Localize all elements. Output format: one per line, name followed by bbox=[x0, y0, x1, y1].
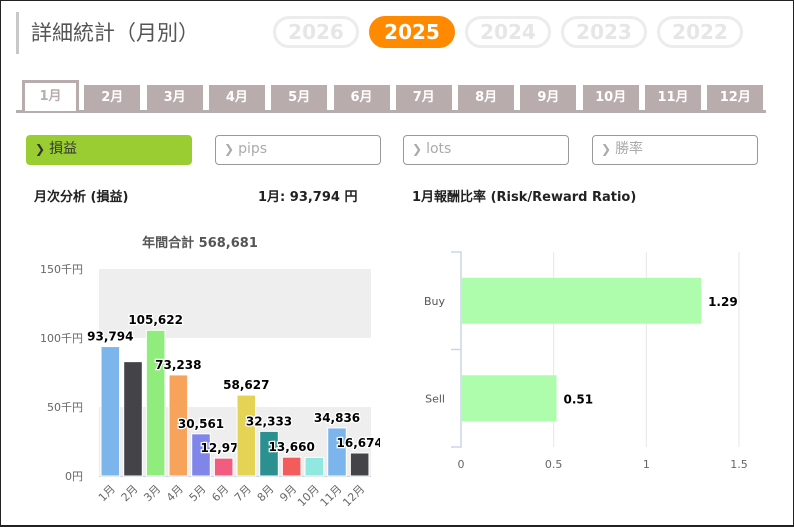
x-tick-label: 2月 bbox=[119, 482, 141, 504]
data-label: 30,561 bbox=[178, 417, 224, 431]
chevron-right-icon: ❯ bbox=[601, 142, 612, 156]
tab-month-1[interactable]: 1月 bbox=[22, 80, 79, 111]
y-tick-label: 0円 bbox=[65, 470, 83, 483]
tab-month-6[interactable]: 6月 bbox=[333, 85, 390, 110]
x-tick-label: 10月 bbox=[295, 482, 322, 509]
y-tick-label: 150千円 bbox=[40, 263, 83, 276]
x-tick-label: 1 bbox=[643, 458, 650, 471]
bar-12月 bbox=[349, 452, 370, 477]
x-tick-label: 11月 bbox=[318, 482, 345, 509]
metric-label: 損益 bbox=[49, 141, 78, 157]
data-label: 13,660 bbox=[269, 440, 315, 454]
chevron-right-icon: ❯ bbox=[224, 142, 235, 156]
data-label: 58,627 bbox=[223, 378, 269, 392]
bar-5月 bbox=[191, 433, 211, 477]
monthly-pl-chart: 年間合計 568,681 0円 50千円 100千円 150千円 1月 93,794 2月 3月… bbox=[40, 235, 380, 509]
bar-4月 bbox=[168, 374, 189, 477]
x-tick-label: 0.5 bbox=[545, 458, 563, 471]
year-button-2025[interactable]: 2025 bbox=[369, 16, 455, 48]
bar-8月 bbox=[259, 430, 279, 477]
year-selector: 2026 2025 2024 2023 2022 bbox=[273, 16, 743, 48]
bar-2月 bbox=[123, 361, 143, 477]
year-button-2024[interactable]: 2024 bbox=[465, 16, 551, 48]
year-button-2022[interactable]: 2022 bbox=[657, 16, 743, 48]
y-tick-label: 50千円 bbox=[47, 401, 83, 414]
metric-button-2[interactable]: ❯ lots bbox=[403, 135, 569, 165]
plot-band bbox=[99, 269, 371, 338]
bar-1月 bbox=[100, 346, 121, 477]
tab-month-5[interactable]: 5月 bbox=[271, 85, 328, 110]
tab-month-7[interactable]: 7月 bbox=[395, 85, 452, 110]
data-label: 93,794 bbox=[87, 330, 133, 344]
x-tick-label: 4月 bbox=[164, 482, 186, 504]
data-label: 12,970 bbox=[201, 441, 247, 455]
metric-label: pips bbox=[238, 141, 268, 157]
data-label: 105,622 bbox=[128, 313, 183, 327]
tab-month-4[interactable]: 4月 bbox=[208, 85, 265, 110]
data-label: 34,836 bbox=[314, 411, 360, 425]
tab-month-11[interactable]: 11月 bbox=[645, 85, 701, 110]
y-category-label: Sell bbox=[425, 392, 445, 405]
selected-month-summary: 1月: 93,794 円 bbox=[258, 190, 358, 205]
metric-button-3[interactable]: ❯ 勝率 bbox=[592, 135, 758, 165]
tab-month-9[interactable]: 9月 bbox=[520, 85, 577, 110]
plot-band bbox=[99, 407, 371, 476]
bar-9月 bbox=[281, 456, 302, 477]
y-category-label: Buy bbox=[424, 295, 446, 308]
y-axis-line bbox=[451, 251, 462, 448]
x-tick-label: 3月 bbox=[141, 482, 163, 504]
x-tick-label: 1月 bbox=[96, 482, 118, 504]
x-tick-label: 8月 bbox=[255, 482, 277, 504]
tab-month-8[interactable]: 8月 bbox=[458, 85, 515, 110]
bar-6月 bbox=[213, 457, 234, 477]
bar-Sell bbox=[462, 375, 557, 422]
tab-month-2[interactable]: 2月 bbox=[84, 85, 141, 110]
tab-month-3[interactable]: 3月 bbox=[146, 85, 203, 110]
bar-11月 bbox=[327, 427, 347, 477]
bar-Buy bbox=[462, 277, 702, 324]
x-tick-label: 1.5 bbox=[730, 458, 748, 471]
chevron-right-icon: ❯ bbox=[35, 142, 46, 156]
x-tick-label: 6月 bbox=[209, 482, 231, 504]
chart-title: 年間合計 568,681 bbox=[142, 235, 258, 251]
data-label: 32,333 bbox=[246, 414, 292, 428]
left-chart-heading: 月次分析 (損益) bbox=[34, 190, 129, 205]
x-tick-label: 12月 bbox=[340, 482, 367, 509]
x-tick-label: 5月 bbox=[187, 482, 209, 504]
data-label: 16,674 bbox=[337, 436, 380, 450]
metric-label: 勝率 bbox=[615, 141, 644, 157]
page-title: 詳細統計（月別） bbox=[16, 12, 199, 54]
metric-button-1[interactable]: ❯ pips bbox=[215, 135, 381, 165]
chevron-right-icon: ❯ bbox=[412, 142, 423, 156]
year-button-2023[interactable]: 2023 bbox=[561, 16, 647, 48]
metric-button-0[interactable]: ❯ 損益 bbox=[26, 135, 192, 165]
metric-label: lots bbox=[426, 141, 452, 157]
year-button-2026[interactable]: 2026 bbox=[273, 16, 359, 48]
x-tick-label: 7月 bbox=[232, 482, 254, 504]
data-label: 0.51 bbox=[564, 392, 594, 406]
y-tick-label: 100千円 bbox=[40, 332, 83, 345]
data-label: 1.29 bbox=[708, 295, 738, 309]
bar-7月 bbox=[236, 394, 257, 477]
right-chart-heading: 1月報酬比率 (Risk/Reward Ratio) bbox=[412, 190, 637, 205]
bar-10月 bbox=[304, 456, 325, 477]
bar-3月 bbox=[145, 329, 166, 477]
tab-month-12[interactable]: 12月 bbox=[707, 85, 764, 110]
x-tick-label: 0 bbox=[458, 458, 465, 471]
month-tabs: 1月 2月 3月 4月 5月 6月 7月 8月 9月 10月 11月 12月 bbox=[16, 80, 766, 113]
tab-month-10[interactable]: 10月 bbox=[582, 85, 639, 110]
data-label: 73,238 bbox=[155, 358, 201, 372]
